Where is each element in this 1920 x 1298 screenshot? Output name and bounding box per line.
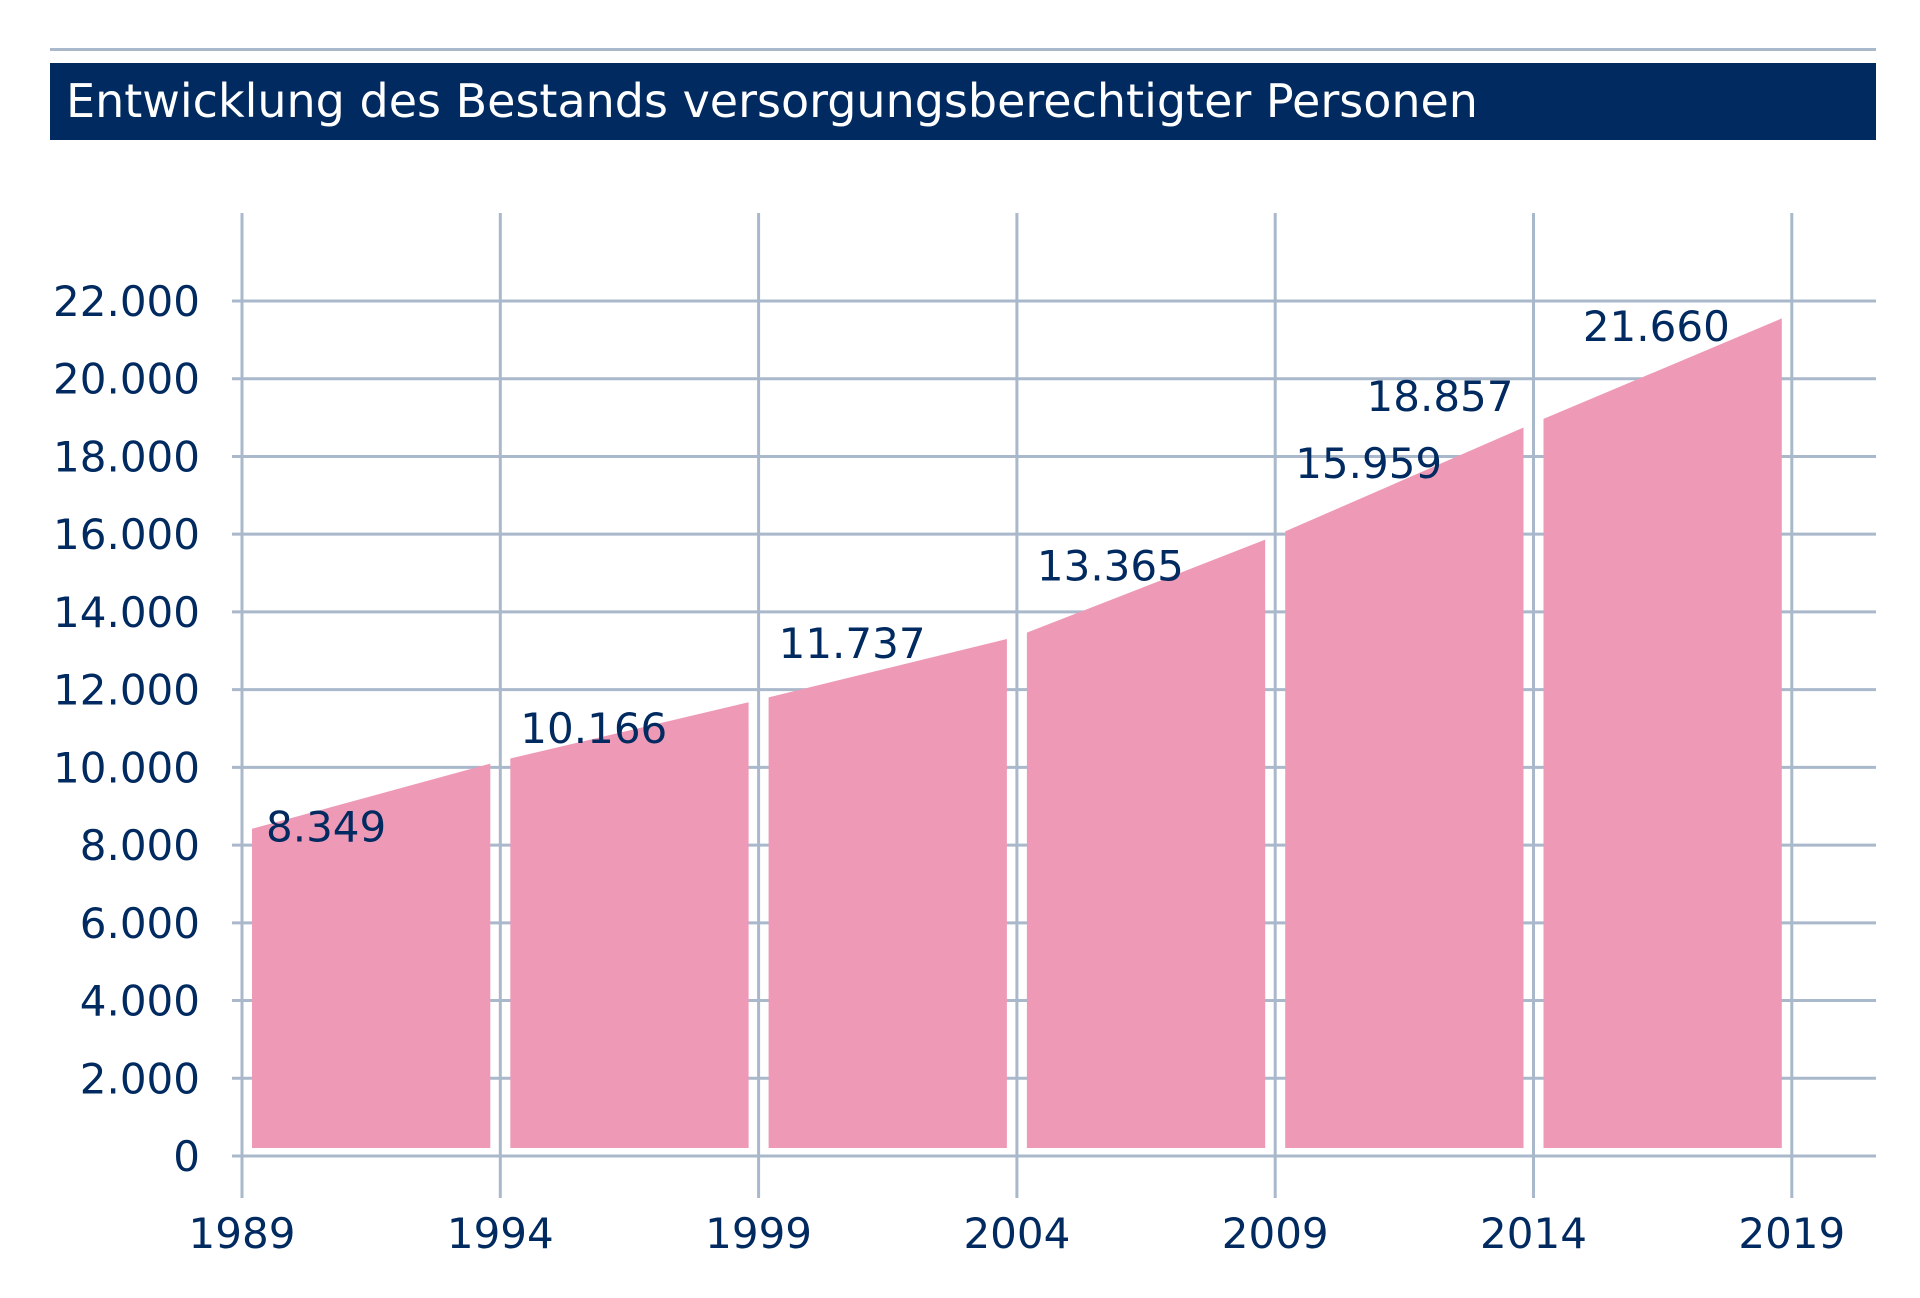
- y-tick-label: 12.000: [53, 666, 200, 715]
- data-label: 18.857: [1367, 372, 1514, 421]
- x-tick-label: 1994: [447, 1209, 554, 1258]
- area-segment: [1285, 427, 1524, 1148]
- y-tick-label: 8.000: [80, 821, 200, 870]
- data-label: 8.349: [266, 803, 386, 852]
- area-segment: [768, 639, 1007, 1148]
- y-tick-label: 4.000: [80, 977, 200, 1026]
- chart-title: Entwicklung des Bestands versorgungsbere…: [66, 74, 1478, 128]
- data-label: 11.737: [779, 619, 926, 668]
- y-tick-label: 6.000: [80, 899, 200, 948]
- vertical-line-layer: [240, 213, 1794, 1198]
- y-tick-label: 2.000: [80, 1054, 200, 1103]
- y-tick-label: 10.000: [53, 743, 200, 792]
- x-tick-label: 1989: [189, 1209, 296, 1258]
- area-segment: [510, 702, 749, 1148]
- data-label: 13.365: [1037, 542, 1184, 591]
- data-label: 15.959: [1295, 439, 1442, 488]
- y-tick-label: 14.000: [53, 588, 200, 637]
- x-tick-label: 2019: [1738, 1209, 1845, 1258]
- label-layer: 0 2.000 4.000 6.000 8.000 10.000 12.000 14.000 1…: [53, 277, 1845, 1258]
- y-tick-label: 18.000: [53, 432, 200, 481]
- x-tick-label: 1999: [705, 1209, 812, 1258]
- title-bar: Entwicklung des Bestands versorgungsbere…: [50, 63, 1876, 140]
- data-label: 10.166: [520, 704, 667, 753]
- x-tick-label: 2009: [1222, 1209, 1329, 1258]
- data-label: 21.660: [1583, 302, 1730, 351]
- area-segment: [1543, 318, 1782, 1148]
- area-segment: [252, 763, 491, 1148]
- x-tick-label: 2004: [963, 1209, 1070, 1258]
- y-tick-label: 0: [173, 1132, 200, 1181]
- x-tick-label: 2014: [1480, 1209, 1587, 1258]
- area-layer: [252, 318, 1782, 1148]
- top-rule: [50, 48, 1876, 51]
- area-segment: [1026, 539, 1266, 1148]
- y-tick-label: 20.000: [53, 355, 200, 404]
- y-tick-label: 22.000: [53, 277, 200, 326]
- y-tick-label: 16.000: [53, 510, 200, 559]
